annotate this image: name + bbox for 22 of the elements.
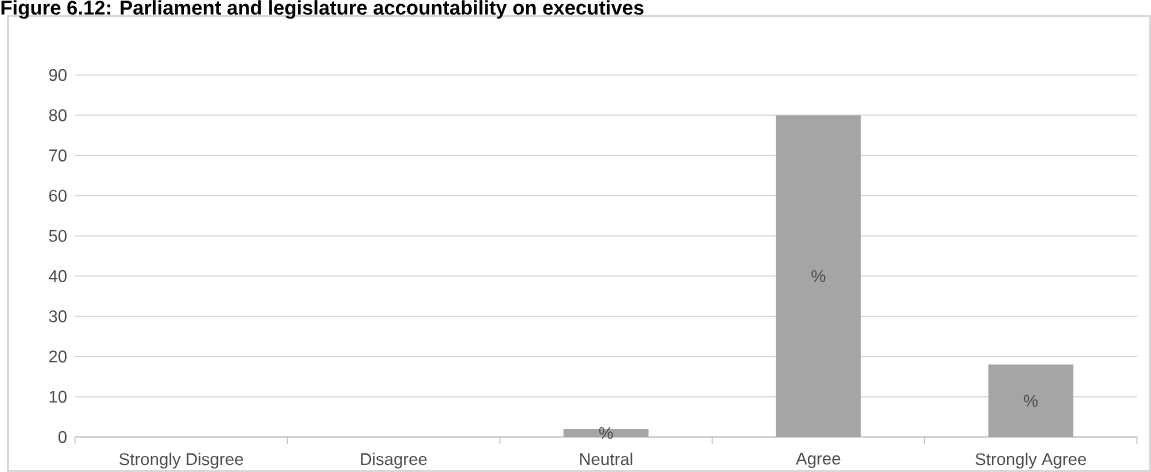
y-tick-label: 50 <box>49 229 67 242</box>
data-label: % <box>811 270 826 283</box>
y-tick-label: 40 <box>48 270 67 283</box>
y-tick-label: 30 <box>49 310 67 323</box>
y-tick-label: 20 <box>49 350 67 363</box>
x-tick-label: Disagree <box>361 452 427 469</box>
x-tick-label: Agree <box>795 452 841 468</box>
x-tick-label: Strongly Agree <box>975 452 1087 469</box>
y-tick-label: 70 <box>49 149 67 162</box>
x-tick-label: Strongly Disgree <box>119 452 244 469</box>
y-tick-label: 80 <box>49 109 67 122</box>
bar <box>988 364 1074 437</box>
y-tick-label: 90 <box>49 69 67 81</box>
y-tick-label: 10 <box>49 390 67 403</box>
bar <box>775 115 861 437</box>
y-tick-label: 0 <box>58 430 67 443</box>
bar <box>563 428 649 437</box>
y-tick-label: 60 <box>49 189 67 202</box>
chart-title: Figure 6.12: Parliament and legislature accountability on executives <box>1 0 644 19</box>
x-tick-label: Neutral <box>580 452 633 466</box>
data-label: % <box>599 427 613 439</box>
data-label: % <box>1023 394 1038 407</box>
